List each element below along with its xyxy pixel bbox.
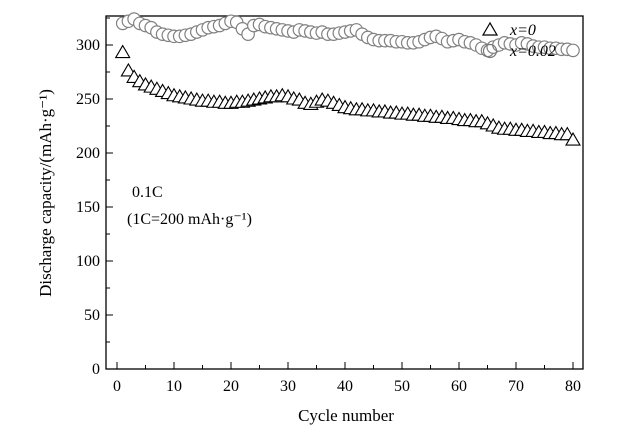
plot-frame: [105, 15, 584, 370]
x-tick-label: 10: [166, 378, 182, 395]
data-point-circle: [566, 43, 580, 58]
y-tick-label: 300: [76, 37, 100, 54]
x-tick-label: 40: [337, 378, 353, 395]
series-x-0-02: [115, 12, 580, 58]
rate-annotation: 0.1C: [132, 184, 163, 201]
y-tick-label: 0: [92, 361, 100, 378]
legend: x=0 x=0.02: [481, 21, 556, 60]
y-tick-label: 200: [76, 145, 100, 162]
y-tick-label: 50: [84, 307, 100, 324]
x-axis-title: Cycle number: [298, 406, 394, 425]
x-tick-label: 20: [223, 378, 239, 395]
series-x-0: [114, 44, 581, 146]
x-axis: 0 10 20 30 40 50 60 70 80: [113, 362, 581, 395]
y-axis-title: Discharge capacity/(mAh·g⁻¹): [36, 89, 55, 297]
data-point-triangle: [120, 62, 137, 77]
y-tick-label: 100: [76, 253, 100, 270]
legend-triangle-marker: [481, 21, 499, 36]
x-tick-label: 0: [113, 378, 121, 395]
legend-label-x-0: x=0: [509, 22, 536, 39]
x-tick-label: 80: [565, 378, 581, 395]
x-tick-label: 50: [394, 378, 410, 395]
x-tick-label: 70: [508, 378, 524, 395]
plot-border: [105, 15, 584, 370]
data-point-triangle: [565, 131, 581, 146]
y-tick-label: 150: [76, 199, 100, 216]
data-point-triangle: [114, 44, 131, 59]
rate-definition-annotation: (1C=200 mAh·g⁻¹): [127, 211, 252, 228]
y-axis: 050100150200250300350: [76, 17, 113, 378]
x-tick-label: 60: [451, 378, 467, 395]
legend-circle-marker: [482, 43, 498, 59]
legend-label-x-0-02: x=0.02: [509, 43, 556, 60]
x-tick-label: 30: [280, 378, 296, 395]
y-tick-label: 250: [76, 91, 100, 108]
